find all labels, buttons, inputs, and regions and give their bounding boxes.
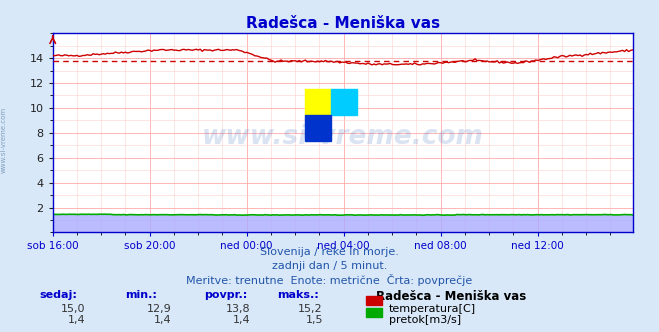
Text: 1,4: 1,4	[68, 315, 86, 325]
Text: pretok[m3/s]: pretok[m3/s]	[389, 315, 461, 325]
Text: www.si-vreme.com: www.si-vreme.com	[0, 106, 7, 173]
Text: 1,4: 1,4	[154, 315, 171, 325]
Text: Slovenija / reke in morje.: Slovenija / reke in morje.	[260, 247, 399, 257]
Text: 12,9: 12,9	[146, 304, 171, 314]
Bar	[331, 89, 357, 115]
Text: temperatura[C]: temperatura[C]	[389, 304, 476, 314]
Text: maks.:: maks.:	[277, 290, 318, 300]
Text: www.si-vreme.com: www.si-vreme.com	[202, 124, 484, 150]
Text: povpr.:: povpr.:	[204, 290, 248, 300]
Text: 15,0: 15,0	[61, 304, 86, 314]
Text: 13,8: 13,8	[226, 304, 250, 314]
Text: Meritve: trenutne  Enote: metrične  Črta: povprečje: Meritve: trenutne Enote: metrične Črta: …	[186, 274, 473, 286]
Text: zadnji dan / 5 minut.: zadnji dan / 5 minut.	[272, 261, 387, 271]
Bar	[305, 115, 331, 141]
Text: 1,4: 1,4	[233, 315, 250, 325]
Text: sedaj:: sedaj:	[40, 290, 77, 300]
Title: Radešca - Meniška vas: Radešca - Meniška vas	[246, 16, 440, 31]
Text: 15,2: 15,2	[299, 304, 323, 314]
Text: min.:: min.:	[125, 290, 157, 300]
Text: Radešca - Meniška vas: Radešca - Meniška vas	[376, 290, 526, 303]
Bar	[305, 89, 331, 115]
Text: 1,5: 1,5	[305, 315, 323, 325]
